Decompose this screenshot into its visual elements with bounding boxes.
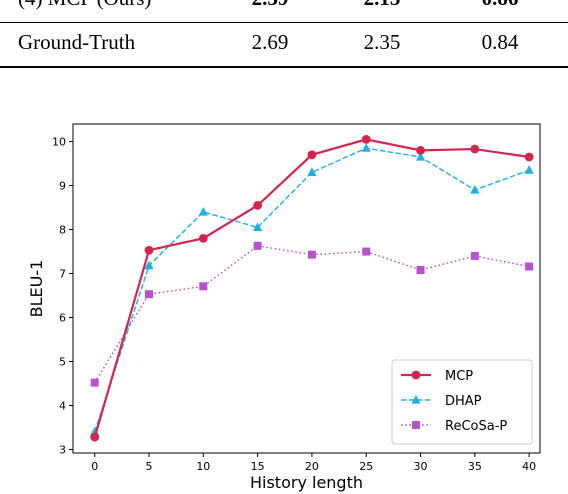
table-cell-method: Ground-Truth: [18, 30, 136, 54]
legend-label: DHAP: [445, 394, 482, 409]
y-tick-label: 6: [59, 312, 66, 325]
legend-label: ReCoSa-P: [445, 419, 507, 434]
data-point: [198, 206, 208, 216]
y-axis-label: BLEU-1: [27, 260, 46, 318]
table-rule: [0, 22, 568, 23]
y-tick-label: 5: [59, 356, 66, 369]
data-point: [253, 222, 263, 231]
table-cell-value: 2.69: [251, 30, 289, 54]
data-point: [470, 184, 480, 194]
data-point: [416, 266, 425, 275]
legend: MCP DHAP ReCoSa-P: [391, 359, 533, 445]
data-point: [307, 150, 317, 160]
data-point: [90, 378, 99, 387]
data-point: [307, 167, 317, 176]
data-point: [362, 247, 371, 256]
series-mcp: [90, 134, 534, 442]
x-tick-label: 0: [91, 460, 98, 473]
data-point: [253, 241, 262, 250]
data-point: [90, 426, 100, 436]
data-point: [524, 152, 534, 162]
legend-marker: [412, 421, 420, 429]
y-tick-label: 9: [59, 180, 66, 193]
table-bottom-rule: [0, 66, 568, 68]
legend-marker: [411, 395, 421, 404]
x-tick-label: 35: [468, 460, 482, 473]
x-tick-label: 25: [359, 460, 373, 473]
legend-label: MCP: [445, 369, 473, 384]
x-axis-label: History length: [250, 473, 363, 492]
data-point: [524, 165, 534, 174]
x-tick-label: 40: [522, 460, 536, 473]
data-point: [470, 144, 480, 154]
table-cell-value: 0.84: [481, 30, 519, 54]
data-point: [307, 250, 316, 259]
table-cell-value: 0.86: [470, 0, 530, 11]
data-point: [361, 143, 371, 152]
table-row: (4) MCP (Ours) 2.39 2.15 0.86: [0, 0, 568, 16]
y-tick-label: 8: [59, 224, 66, 237]
data-point: [198, 233, 208, 243]
data-point: [90, 432, 100, 442]
y-tick-label: 7: [59, 268, 66, 281]
y-tick-label: 4: [59, 399, 66, 412]
data-point: [361, 134, 371, 144]
x-tick-label: 15: [251, 460, 265, 473]
legend-box: [391, 359, 533, 445]
table-cell-value: 2.39: [240, 0, 300, 11]
table-row: Ground-Truth 2.69 2.35 0.84: [0, 30, 568, 60]
data-point: [144, 245, 154, 255]
legend-marker: [411, 370, 421, 380]
x-tick-label: 5: [146, 460, 153, 473]
table-cell-value: 2.15: [352, 0, 412, 11]
data-point: [253, 200, 263, 210]
series-line: [94, 147, 530, 433]
data-point: [199, 282, 208, 291]
x-tick-label: 10: [196, 460, 210, 473]
table-cell-value: 2.35: [363, 30, 401, 54]
results-table-fragment: (4) MCP (Ours) 2.39 2.15 0.86 Ground-Tru…: [0, 0, 568, 70]
data-point: [415, 151, 426, 161]
y-tick-label: 3: [59, 443, 66, 456]
data-point: [470, 251, 479, 260]
y-tick-label: 10: [52, 136, 66, 149]
data-point: [145, 290, 154, 299]
series-recosa-p: [90, 241, 534, 387]
data-point: [416, 145, 425, 155]
series-line: [94, 245, 530, 383]
data-point: [525, 262, 534, 271]
data-point: [144, 260, 154, 270]
plot-frame: [72, 123, 541, 454]
x-tick-label: 20: [305, 460, 319, 473]
series-dhap: [90, 143, 534, 436]
table-cell-method: (4) MCP (Ours): [18, 0, 151, 11]
x-tick-label: 30: [414, 460, 428, 473]
